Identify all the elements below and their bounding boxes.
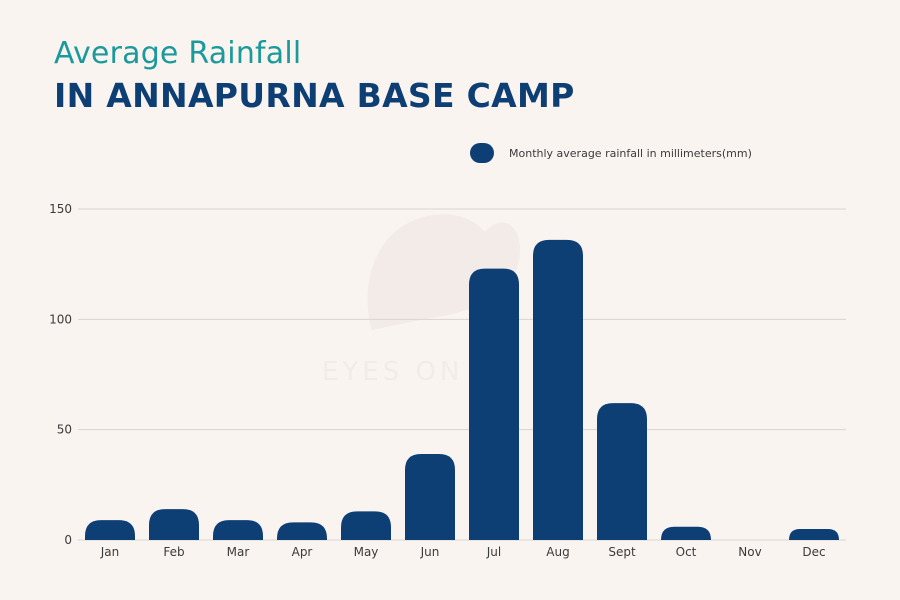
x-tick-label-nov: Nov	[738, 545, 761, 559]
bar-jul	[469, 268, 519, 540]
y-tick-label: 50	[57, 423, 72, 437]
legend: Monthly average rainfall in millimeters(…	[470, 143, 752, 163]
x-tick-label-apr: Apr	[292, 545, 313, 559]
bar-dec	[789, 528, 839, 540]
chart-title-line2: IN ANNAPURNA BASE CAMP	[54, 76, 575, 115]
legend-swatch	[470, 143, 494, 163]
x-tick-label-jun: Jun	[420, 545, 440, 559]
chart-title-line1: Average Rainfall	[54, 36, 302, 71]
x-tick-label-dec: Dec	[802, 545, 825, 559]
bar-mar	[213, 520, 263, 540]
bar-apr	[277, 522, 327, 540]
bars-layer	[85, 239, 839, 541]
x-tick-label-oct: Oct	[676, 545, 697, 559]
watermark-text: EYES ON	[322, 357, 463, 387]
x-tick-label-sept: Sept	[608, 545, 636, 559]
y-tick-label: 0	[64, 533, 72, 547]
bar-may	[341, 511, 391, 540]
x-tick-label-aug: Aug	[546, 545, 569, 559]
bar-feb	[149, 509, 199, 540]
bar-jun	[405, 453, 455, 540]
x-tick-label-feb: Feb	[163, 545, 184, 559]
y-tick-label: 150	[49, 202, 72, 216]
grid-layer	[78, 208, 846, 541]
bar-aug	[533, 239, 583, 541]
bar-oct	[661, 526, 711, 540]
x-tick-label-jan: Jan	[100, 545, 120, 559]
y-axis-labels: 0 50 100 150	[49, 202, 72, 547]
bar-jan	[85, 520, 135, 540]
x-axis-labels: Jan Feb Mar Apr May Jun Jul Aug Sept Oct Nov Dec	[100, 545, 826, 559]
x-tick-label-mar: Mar	[227, 545, 250, 559]
bar-sept	[597, 403, 647, 540]
y-tick-label: 100	[49, 312, 72, 326]
legend-label: Monthly average rainfall in millimeters(…	[509, 146, 752, 160]
x-tick-label-jul: Jul	[486, 545, 501, 559]
x-tick-label-may: May	[354, 545, 379, 559]
